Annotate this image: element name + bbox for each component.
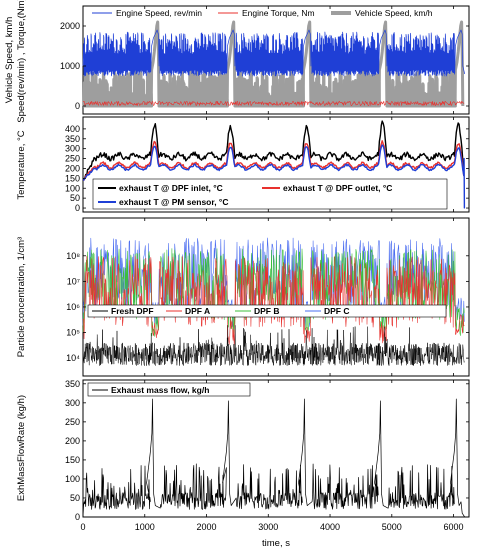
legend-label-pm-sensor: exhaust T @ PM sensor, °C (119, 197, 228, 207)
y-tick-label: 300 (65, 144, 80, 154)
y-tick-label: 0 (75, 512, 80, 522)
series-dpf-a (82, 255, 465, 346)
series-vehicle-speed (82, 20, 465, 108)
y-tick-label: 2000 (60, 21, 80, 31)
y-tick-label: 0 (75, 203, 80, 213)
legend-label-fresh-dpf: Fresh DPF (111, 306, 154, 316)
legend-label-dpf-outlet: exhaust T @ DPF outlet, °C (283, 183, 392, 193)
x-tick-label: 2000 (197, 522, 217, 532)
y-tick-label: 1000 (60, 61, 80, 71)
y-tick-label: 50 (70, 193, 80, 203)
x-tick-label: 1000 (135, 522, 155, 532)
x-axis-label: time, s (262, 538, 290, 549)
panel-massflow-plot (82, 398, 465, 518)
x-tick-label: 5000 (382, 522, 402, 532)
series-engine-torque (82, 100, 465, 106)
legend-label-vehicle-speed: Vehicle Speed, km/h (355, 8, 433, 18)
x-tick-label: 3000 (258, 522, 278, 532)
panel-particle-frame (82, 217, 470, 377)
legend-label-dpf-b: DPF B (254, 306, 280, 316)
panel-speed-plot (82, 20, 466, 108)
temperature-ylabel: Temperature, °C (16, 130, 27, 199)
series-engine-speed (82, 29, 466, 77)
speed-ylabel-engine: Speed(rev/min) , Torque,(Nm) (16, 0, 27, 123)
series-dpf-inlet (82, 120, 465, 181)
y-tick-label: 200 (65, 436, 80, 446)
y-tick-label: 350 (65, 134, 80, 144)
legend-label-exhaust-flow: Exhaust mass flow, kg/h (111, 385, 209, 395)
y-tick-label: 300 (65, 398, 80, 408)
massflow-legend: Exhaust mass flow, kg/h (87, 382, 251, 397)
particle-legend-box (87, 304, 447, 318)
axes: 0 1000 2000 3000 4000 5000 6000010002000050100… (60, 6, 469, 532)
speed-ylabel-vehicle: Vehicle Speed, km/h (4, 17, 15, 104)
y-tick-label: 150 (65, 173, 80, 183)
x-tick-label: 0 (80, 522, 85, 532)
series-fresh-dpf (82, 325, 465, 366)
particle-ylabel: Particle concentration, 1/cm³ (16, 237, 27, 357)
panel-massflow-frame (82, 379, 470, 518)
y-tick-label: 250 (65, 417, 80, 427)
massflow-ylabel: ExhMassFlowRate (kg/h) (16, 395, 27, 501)
y-tick-label: 10⁵ (66, 328, 80, 338)
panel-temperature-frame (82, 116, 470, 213)
series-exhaust-mass-flow (82, 398, 465, 518)
y-tick-label: 150 (65, 455, 80, 465)
x-tick-label: 4000 (320, 522, 340, 532)
y-tick-label: 10⁴ (66, 353, 80, 363)
y-tick-label: 200 (65, 163, 80, 173)
y-tick-label: 0 (75, 101, 80, 111)
legend-label-dpf-a: DPF A (185, 306, 210, 316)
panel-particle-plot (82, 237, 465, 366)
y-tick-label: 100 (65, 183, 80, 193)
series-pm-sensor (82, 144, 466, 209)
y-tick-label: 10⁷ (67, 276, 80, 286)
y-tick-label: 10⁸ (66, 251, 80, 261)
temperature-legend: exhaust T @ DPF inlet, °C exhaust T @ DP… (92, 178, 448, 210)
legend-label-dpf-c: DPF C (324, 306, 350, 316)
y-tick-label: 100 (65, 474, 80, 484)
speed-legend: Engine Speed, rev/min Engine Torque, Nm … (92, 8, 433, 18)
y-tick-label: 50 (70, 493, 80, 503)
y-tick-label: 350 (65, 379, 80, 389)
legend-label-dpf-inlet: exhaust T @ DPF inlet, °C (119, 183, 223, 193)
y-tick-label: 10⁶ (66, 302, 80, 312)
particle-legend: Fresh DPF DPF A DPF B DPF C (87, 304, 447, 318)
x-tick-label: 6000 (444, 522, 464, 532)
series-dpf-outlet (82, 140, 465, 181)
temperature-legend-box (92, 178, 448, 210)
legend-label-engine-torque: Engine Torque, Nm (242, 8, 315, 18)
y-tick-label: 400 (65, 124, 80, 134)
legend-label-engine-speed: Engine Speed, rev/min (116, 8, 202, 18)
y-tick-label: 250 (65, 154, 80, 164)
panel-temperature-plot (82, 120, 466, 209)
massflow-legend-box (87, 382, 251, 397)
